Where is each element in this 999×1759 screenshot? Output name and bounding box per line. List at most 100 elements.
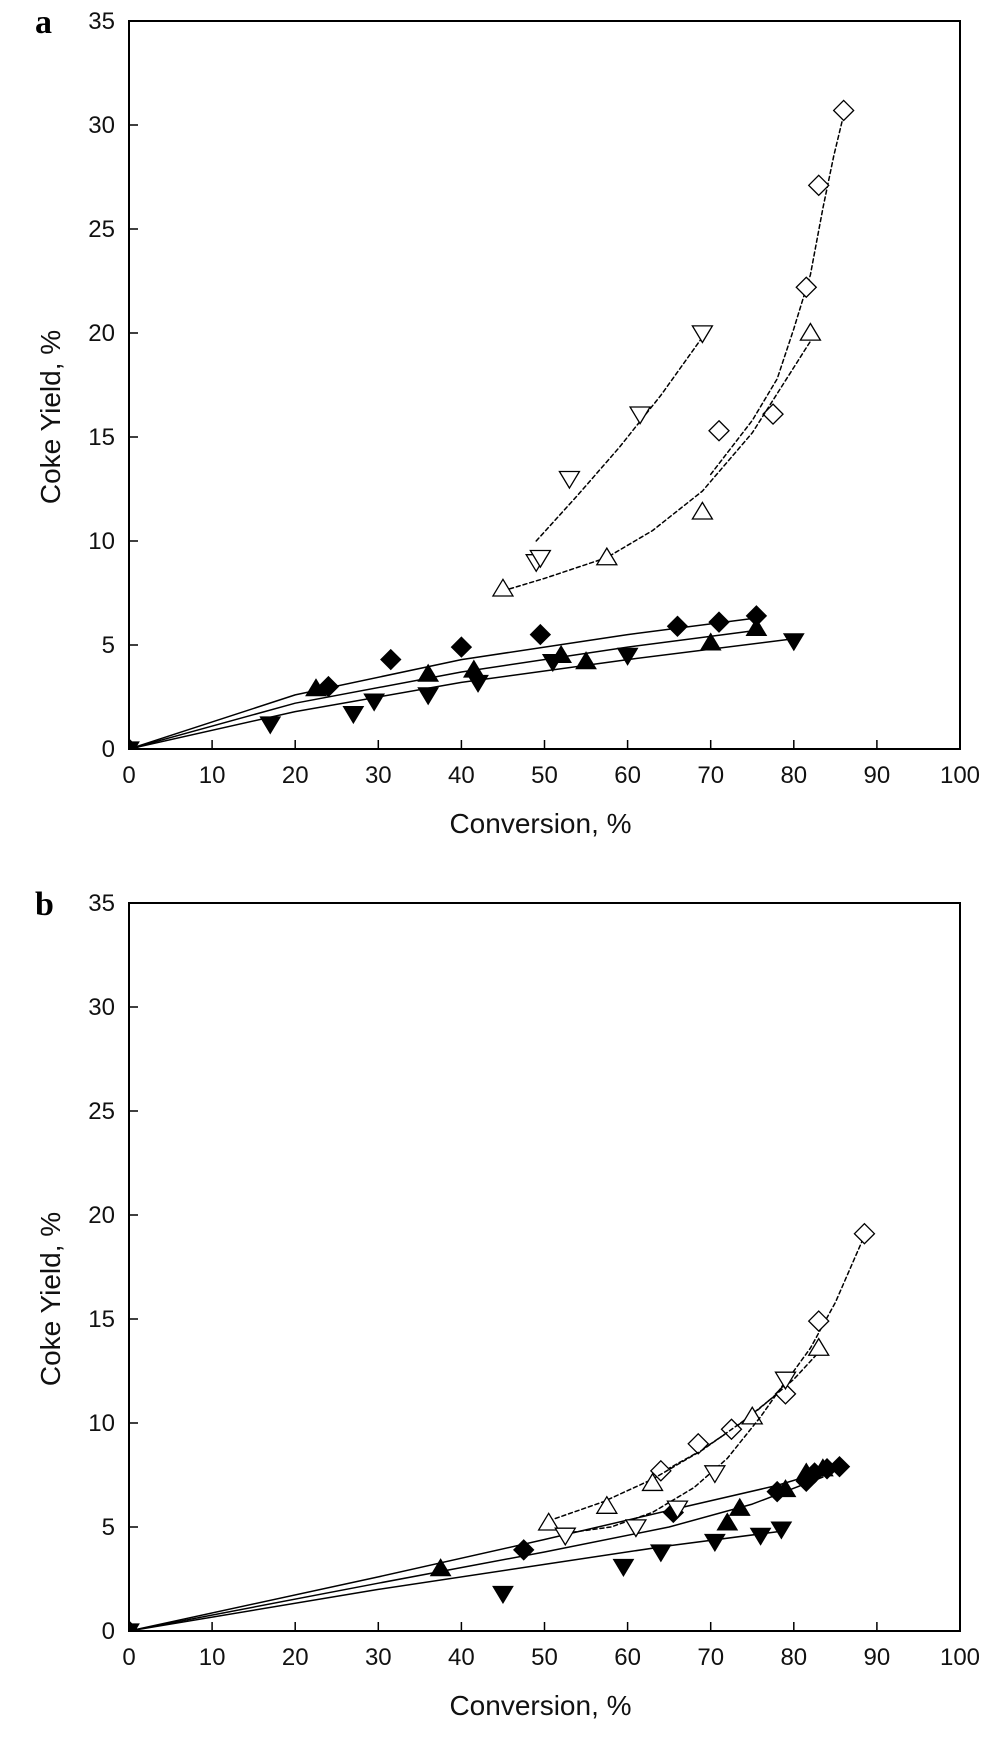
data-point bbox=[795, 1462, 818, 1481]
data-point bbox=[782, 633, 805, 652]
x-axis-label: Conversion, % bbox=[449, 808, 631, 839]
data-point bbox=[529, 623, 552, 646]
x-tick-label: 0 bbox=[122, 1644, 135, 1671]
data-point bbox=[762, 403, 784, 426]
data-point bbox=[708, 611, 730, 633]
series-triangle-down-open bbox=[525, 325, 714, 573]
data-point bbox=[491, 578, 515, 597]
chart-panel-a: a 0 10 20 30 40 50 60 70 80 90 100 0 5 10 15 20 25 30 35 Con… bbox=[35, 4, 980, 839]
y-tick-label: 25 bbox=[88, 1098, 115, 1125]
series-triangle-up-open bbox=[491, 322, 822, 597]
x-tick-label: 70 bbox=[697, 762, 724, 789]
x-tick-label: 40 bbox=[448, 762, 475, 789]
y-tick-label: 5 bbox=[102, 632, 115, 659]
data-point bbox=[703, 1465, 727, 1484]
data-point bbox=[417, 663, 440, 682]
data-point bbox=[828, 1455, 851, 1478]
data-point bbox=[380, 648, 402, 671]
y-axis-label: Coke Yield, % bbox=[35, 1212, 66, 1386]
fit-curve bbox=[129, 638, 795, 749]
x-tick-label: 80 bbox=[780, 762, 807, 789]
data-point bbox=[691, 325, 714, 344]
x-tick-label: 90 bbox=[864, 1644, 891, 1671]
data-point bbox=[129, 1623, 140, 1631]
data-point bbox=[305, 678, 327, 697]
series-triangle-up-filled bbox=[129, 1458, 834, 1631]
fit-curve bbox=[129, 1476, 824, 1631]
series-diamond-filled bbox=[129, 605, 768, 749]
series-triangle-down-open bbox=[554, 1371, 797, 1547]
data-point bbox=[807, 1310, 830, 1332]
data-point bbox=[749, 1527, 772, 1546]
data-point bbox=[529, 549, 552, 569]
data-point bbox=[799, 322, 822, 341]
series-triangle-up-open bbox=[537, 1337, 830, 1531]
y-tick-label: 20 bbox=[88, 1202, 115, 1229]
x-tick-label: 100 bbox=[940, 1644, 980, 1671]
data-point bbox=[595, 546, 618, 566]
x-tick-label: 40 bbox=[448, 1644, 475, 1671]
y-tick-label: 30 bbox=[88, 112, 115, 139]
data-point bbox=[467, 674, 489, 693]
data-point bbox=[691, 501, 714, 520]
data-point bbox=[703, 1533, 726, 1553]
fit-curve bbox=[129, 617, 758, 749]
x-tick-label: 60 bbox=[614, 762, 641, 789]
data-point bbox=[745, 617, 768, 636]
data-point bbox=[429, 1558, 452, 1577]
data-point bbox=[728, 1497, 751, 1516]
data-point bbox=[595, 1495, 618, 1514]
fit-curve bbox=[547, 1351, 820, 1522]
y-tick-label: 20 bbox=[88, 320, 115, 347]
x-tick-label: 10 bbox=[199, 762, 226, 789]
data-point bbox=[853, 1222, 876, 1245]
x-tick-label: 100 bbox=[940, 762, 980, 789]
data-point bbox=[699, 632, 722, 651]
x-tick-label: 20 bbox=[282, 1644, 309, 1671]
x-tick-label: 50 bbox=[531, 762, 558, 789]
data-point bbox=[832, 99, 855, 122]
data-point bbox=[774, 1479, 797, 1498]
fit-curve bbox=[535, 336, 704, 542]
data-point bbox=[342, 706, 365, 725]
x-tick-label: 30 bbox=[365, 1644, 392, 1671]
x-tick-label: 30 bbox=[365, 762, 392, 789]
data-point bbox=[129, 741, 140, 749]
x-tick-label: 70 bbox=[697, 1644, 724, 1671]
x-tick-label: 90 bbox=[864, 762, 891, 789]
data-point bbox=[554, 1527, 577, 1547]
y-axis-label: Coke Yield, % bbox=[35, 330, 66, 504]
x-tick-label: 20 bbox=[282, 762, 309, 789]
y-tick-label: 0 bbox=[102, 736, 115, 763]
data-point bbox=[708, 419, 730, 442]
y-tick-label: 10 bbox=[88, 1410, 115, 1437]
x-axis-label: Conversion, % bbox=[449, 1690, 631, 1721]
fit-curve bbox=[129, 629, 758, 749]
y-tick-label: 15 bbox=[88, 424, 115, 451]
series-diamond-open bbox=[649, 1222, 876, 1482]
x-tick-label: 0 bbox=[122, 762, 135, 789]
y-tick-label: 35 bbox=[88, 890, 115, 917]
y-tick-label: 0 bbox=[102, 1618, 115, 1645]
panel-label: b bbox=[35, 886, 54, 923]
series-triangle-up-filled bbox=[129, 617, 768, 749]
data-point bbox=[612, 1558, 635, 1577]
data-point bbox=[666, 1500, 689, 1520]
data-point bbox=[649, 1459, 672, 1482]
series-diamond-open bbox=[708, 99, 855, 476]
data-point bbox=[687, 1432, 710, 1455]
data-point bbox=[741, 1405, 764, 1425]
data-point bbox=[492, 1585, 514, 1605]
series-diamond-filled bbox=[129, 1455, 851, 1631]
y-tick-label: 15 bbox=[88, 1306, 115, 1333]
data-point bbox=[616, 647, 639, 666]
fit-curve bbox=[129, 1465, 841, 1631]
y-tick-label: 30 bbox=[88, 994, 115, 1021]
data-point bbox=[537, 1512, 560, 1531]
x-tick-label: 10 bbox=[199, 1644, 226, 1671]
data-point bbox=[807, 1337, 830, 1356]
data-point bbox=[363, 693, 386, 712]
data-point bbox=[259, 716, 282, 735]
data-point bbox=[641, 1472, 664, 1492]
data-point bbox=[770, 1521, 793, 1540]
